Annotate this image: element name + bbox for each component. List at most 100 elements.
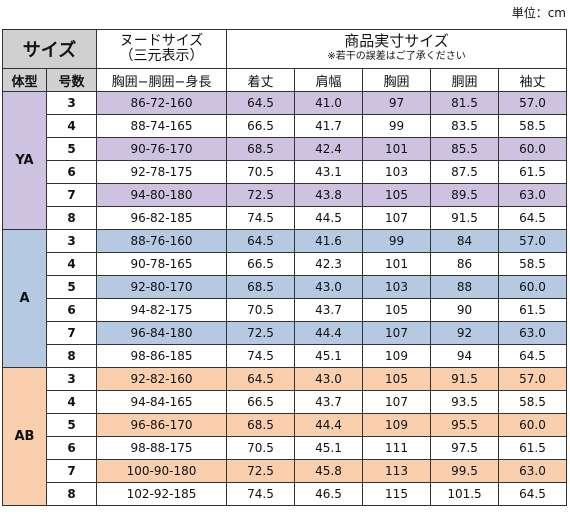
measure-header: 袖丈 <box>497 68 568 92</box>
measure-cell: 43.0 <box>294 367 363 391</box>
measure-cell: 109 <box>362 413 431 437</box>
measure-cell: 41.6 <box>294 229 363 253</box>
size-number-cell: 8 <box>46 206 97 230</box>
measure-cell: 61.5 <box>497 298 568 322</box>
number-header: 号数 <box>46 68 97 92</box>
measure-cell: 86 <box>430 252 499 276</box>
table-row: YA 3 86-72-160 64.5 41.0 97 81.5 57.0 <box>2 91 568 230</box>
measure-cell: 74.5 <box>226 344 295 368</box>
nude-size-header: ヌードサイズ （三元表示） <box>96 29 227 69</box>
body-type-header: 体型 <box>2 68 47 92</box>
measure-cell: 105 <box>362 183 431 207</box>
measure-header: 胸囲 <box>362 68 431 92</box>
table-row: 7 100-90-180 72.5 45.8 113 99.5 63.0 <box>3 459 568 483</box>
measure-cell: 85.5 <box>430 137 499 161</box>
measure-cell: 64.5 <box>226 229 295 253</box>
nude-size-cell: 92-80-170 <box>96 275 227 299</box>
measure-cell: 63.0 <box>497 183 568 207</box>
measure-cell: 107 <box>362 206 431 230</box>
measure-cell: 92 <box>430 321 499 345</box>
size-number-cell: 7 <box>46 321 97 345</box>
measure-cell: 64.5 <box>497 482 568 506</box>
table-row: A 3 88-76-160 64.5 41.6 99 84 57.0 <box>2 229 568 368</box>
measure-cell: 66.5 <box>226 114 295 138</box>
measure-cell: 41.7 <box>294 114 363 138</box>
measure-cell: 72.5 <box>226 183 295 207</box>
measure-cell: 43.1 <box>294 160 363 184</box>
table-row: 8 98-86-185 74.5 45.1 109 94 64.5 <box>3 344 568 368</box>
nude-size-cell: 98-88-175 <box>96 436 227 460</box>
table-row: 4 88-74-165 66.5 41.7 99 83.5 58.5 <box>3 114 568 138</box>
measure-cell: 60.0 <box>497 137 568 161</box>
measure-cell: 63.0 <box>497 459 568 483</box>
measure-cell: 46.5 <box>294 482 363 506</box>
size-number-cell: 7 <box>46 459 97 483</box>
measure-header: 肩幅 <box>294 68 363 92</box>
size-number-cell: 6 <box>46 436 97 460</box>
nude-size-cell: 86-72-160 <box>96 91 227 115</box>
measure-cell: 70.5 <box>226 160 295 184</box>
nude-size-cell: 92-82-160 <box>96 367 227 391</box>
measure-cell: 44.5 <box>294 206 363 230</box>
table-row: 5 92-80-170 68.5 43.0 103 88 60.0 <box>3 275 568 299</box>
measure-cell: 58.5 <box>497 390 568 414</box>
nude-size-cell: 96-82-185 <box>96 206 227 230</box>
measure-cell: 97 <box>362 91 431 115</box>
size-number-cell: 5 <box>46 275 97 299</box>
measure-header: 胴囲 <box>430 68 499 92</box>
measure-cell: 101 <box>362 137 431 161</box>
measure-cell: 68.5 <box>226 275 295 299</box>
measure-cell: 63.0 <box>497 321 568 345</box>
measure-cell: 61.5 <box>497 436 568 460</box>
measure-cell: 103 <box>362 160 431 184</box>
actual-size-header: 商品実寸サイズ ※若干の誤差はご了承ください <box>225 29 568 69</box>
table-row: 8 102-92-185 74.5 46.5 115 101.5 64.5 <box>3 482 568 506</box>
size-number-cell: 7 <box>46 183 97 207</box>
table-row: 5 96-86-170 68.5 44.4 109 95.5 60.0 <box>3 413 568 437</box>
measure-cell: 99 <box>362 229 431 253</box>
table-row: 6 98-88-175 70.5 45.1 111 97.5 61.5 <box>3 436 568 460</box>
nude-size-cell: 94-82-175 <box>96 298 227 322</box>
measure-cell: 115 <box>362 482 431 506</box>
size-number-cell: 8 <box>46 482 97 506</box>
size-number-cell: 6 <box>46 298 97 322</box>
measure-cell: 41.0 <box>294 91 363 115</box>
nude-size-cell: 90-78-165 <box>96 252 227 276</box>
measure-cell: 107 <box>362 390 431 414</box>
nude-size-cell: 96-84-180 <box>96 321 227 345</box>
table-row: 4 94-84-165 66.5 43.7 107 93.5 58.5 <box>3 390 568 414</box>
measure-cell: 68.5 <box>226 137 295 161</box>
measure-cell: 111 <box>362 436 431 460</box>
measure-cell: 84 <box>430 229 499 253</box>
measure-cell: 60.0 <box>497 413 568 437</box>
measure-cell: 45.1 <box>294 436 363 460</box>
body-type-cell: AB <box>2 367 47 506</box>
nude-size-cell: 94-80-180 <box>96 183 227 207</box>
unit-label: 単位：cm <box>511 6 566 20</box>
measure-cell: 58.5 <box>497 252 568 276</box>
table-row: 6 92-78-175 70.5 43.1 103 87.5 61.5 <box>3 160 568 184</box>
measure-cell: 101 <box>362 252 431 276</box>
measure-header: 着丈 <box>226 68 295 92</box>
nude-size-title: ヌードサイズ <box>119 33 204 49</box>
nude-size-cell: 102-92-185 <box>96 482 227 506</box>
size-number-cell: 5 <box>46 413 97 437</box>
size-header: サイズ <box>2 29 97 69</box>
nude-size-cell: 94-84-165 <box>96 390 227 414</box>
measure-cell: 103 <box>362 275 431 299</box>
nude-size-cell: 90-76-170 <box>96 137 227 161</box>
measure-cell: 89.5 <box>430 183 499 207</box>
measure-cell: 74.5 <box>226 482 295 506</box>
measure-cell: 101.5 <box>430 482 499 506</box>
measure-cell: 45.8 <box>294 459 363 483</box>
table-row: 6 94-82-175 70.5 43.7 105 90 61.5 <box>3 298 568 322</box>
measure-cell: 45.1 <box>294 344 363 368</box>
nude-size-cell: 88-76-160 <box>96 229 227 253</box>
measure-cell: 57.0 <box>497 229 568 253</box>
measure-cell: 42.3 <box>294 252 363 276</box>
measure-cell: 91.5 <box>430 206 499 230</box>
table-row: 8 96-82-185 74.5 44.5 107 91.5 64.5 <box>3 206 568 230</box>
nude-size-cell: 100-90-180 <box>96 459 227 483</box>
measure-cell: 43.7 <box>294 298 363 322</box>
body-type-cell: YA <box>2 91 47 230</box>
